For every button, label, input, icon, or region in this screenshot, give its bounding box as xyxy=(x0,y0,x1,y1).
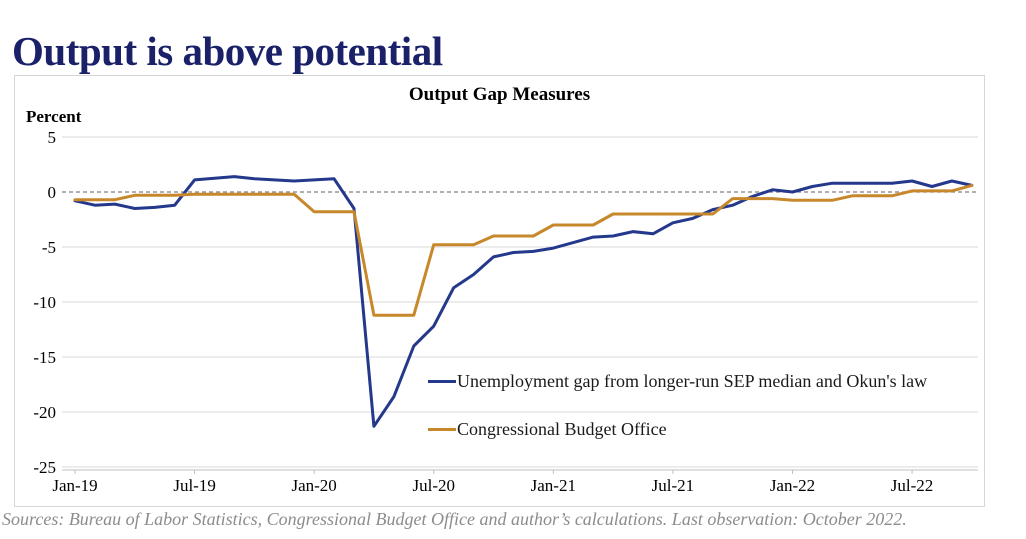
x-tick-label-Jan-20: Jan-20 xyxy=(291,476,336,495)
legend-label-unemployment-gap: Unemployment gap from longer-run SEP med… xyxy=(457,371,928,391)
chart-title: Output Gap Measures xyxy=(408,84,591,105)
y-axis-unit-label: Percent xyxy=(26,107,82,126)
x-tick-label-Jul-20: Jul-20 xyxy=(412,476,455,495)
y-tick-label-5: 5 xyxy=(48,128,57,147)
cbo-line-swatch xyxy=(428,428,456,431)
legend-item-cbo: Congressional Budget Office xyxy=(428,419,667,440)
x-tick-label-Jul-21: Jul-21 xyxy=(652,476,695,495)
legend-label-cbo: Congressional Budget Office xyxy=(457,419,667,439)
x-tick-label-Jul-22: Jul-22 xyxy=(891,476,934,495)
y-tick-label--15: -15 xyxy=(33,348,56,367)
cbo-line xyxy=(73,183,974,317)
y-tick-label--5: -5 xyxy=(42,238,56,257)
y-tick-label-0: 0 xyxy=(48,183,57,202)
y-tick-label--25: -25 xyxy=(33,458,56,477)
y-tick-label--10: -10 xyxy=(33,293,56,312)
legend-item-unemployment-gap: Unemployment gap from longer-run SEP med… xyxy=(428,371,927,392)
source-note: Sources: Bureau of Labor Statistics, Con… xyxy=(2,509,907,529)
unemployment-gap-line xyxy=(73,175,974,428)
unemployment-line-swatch xyxy=(428,380,456,383)
x-tick-label-Jan-22: Jan-22 xyxy=(770,476,815,495)
x-tick-label-Jan-21: Jan-21 xyxy=(531,476,576,495)
chart-panel: Output Gap Measures Percent 5 0 -5 -10 -15 -2… xyxy=(14,75,985,507)
page-title: Output is above potential xyxy=(12,28,443,75)
x-tick-label-Jul-19: Jul-19 xyxy=(173,476,216,495)
y-tick-label--20: -20 xyxy=(33,403,56,422)
x-tick-label-Jan-19: Jan-19 xyxy=(52,476,97,495)
